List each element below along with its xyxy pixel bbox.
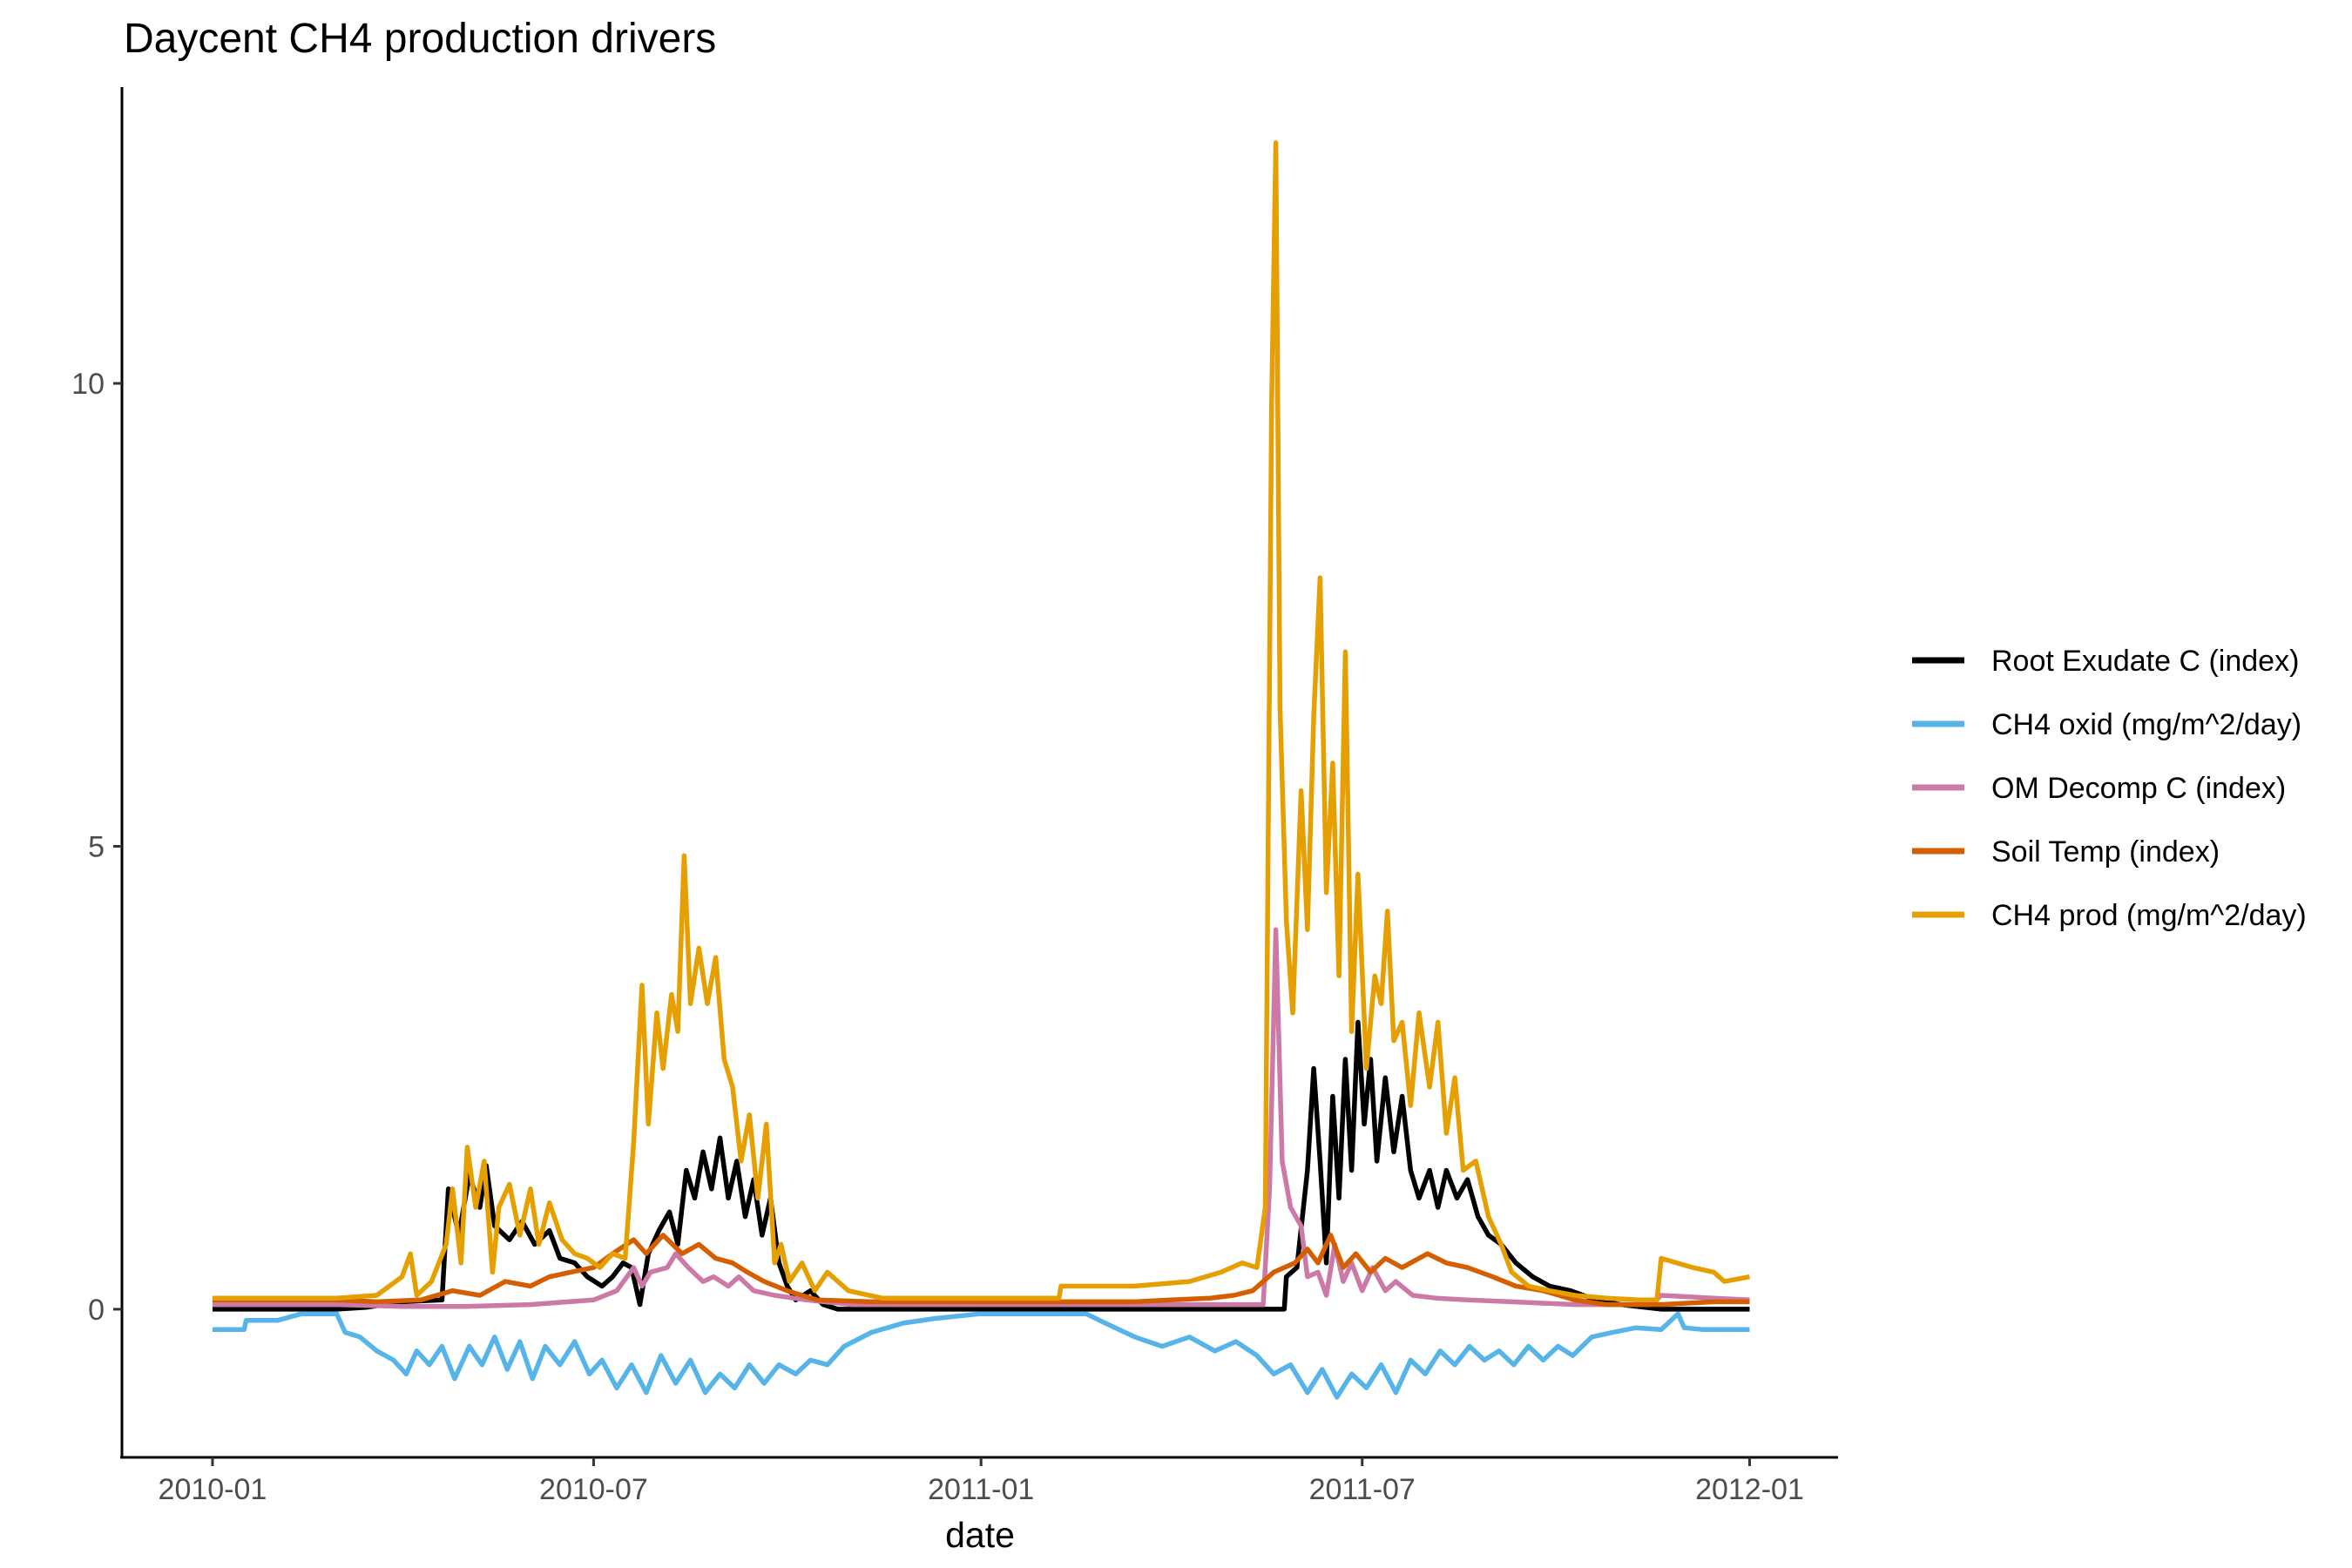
legend-label-3: Soil Temp (index) — [1991, 835, 2220, 868]
legend-item-0: Root Exudate C (index) — [1912, 645, 2299, 678]
plot-lines — [212, 140, 1751, 1400]
series-line-4 — [212, 140, 1751, 1303]
legend-item-1: CH4 oxid (mg/m^2/day) — [1912, 708, 2301, 741]
x-tick-label-4: 2012-01 — [1695, 1473, 1804, 1506]
x-tick-label-0: 2010-01 — [159, 1473, 267, 1506]
legend-item-2: OM Decomp C (index) — [1912, 772, 2286, 805]
y-axis-ticks: 0 5 10 — [71, 368, 122, 1327]
legend-item-3: Soil Temp (index) — [1912, 835, 2220, 868]
x-tick-label-3: 2011-07 — [1309, 1473, 1416, 1506]
legend: Root Exudate C (index) CH4 oxid (mg/m^2/d… — [1912, 645, 2307, 932]
y-tick-label-2: 10 — [71, 368, 105, 401]
legend-label-0: Root Exudate C (index) — [1991, 645, 2299, 678]
legend-label-4: CH4 prod (mg/m^2/day) — [1991, 899, 2307, 932]
legend-label-1: CH4 oxid (mg/m^2/day) — [1991, 708, 2301, 741]
legend-item-4: CH4 prod (mg/m^2/day) — [1912, 899, 2307, 932]
series-line-3 — [212, 1233, 1750, 1308]
x-tick-label-1: 2010-07 — [539, 1473, 648, 1506]
x-tick-label-2: 2011-01 — [928, 1473, 1034, 1506]
y-tick-label-0: 0 — [88, 1294, 105, 1327]
series-line-2 — [212, 927, 1750, 1309]
series-line-0 — [212, 1019, 1750, 1312]
series-line-1 — [212, 1311, 1750, 1400]
x-axis-ticks: 2010-01 2010-07 2011-01 2011-07 2012-01 — [159, 1457, 1804, 1506]
x-axis-title: date — [945, 1515, 1015, 1555]
legend-label-2: OM Decomp C (index) — [1991, 772, 2286, 805]
y-tick-label-1: 5 — [88, 831, 105, 864]
chart-title: Daycent CH4 production drivers — [124, 16, 716, 62]
